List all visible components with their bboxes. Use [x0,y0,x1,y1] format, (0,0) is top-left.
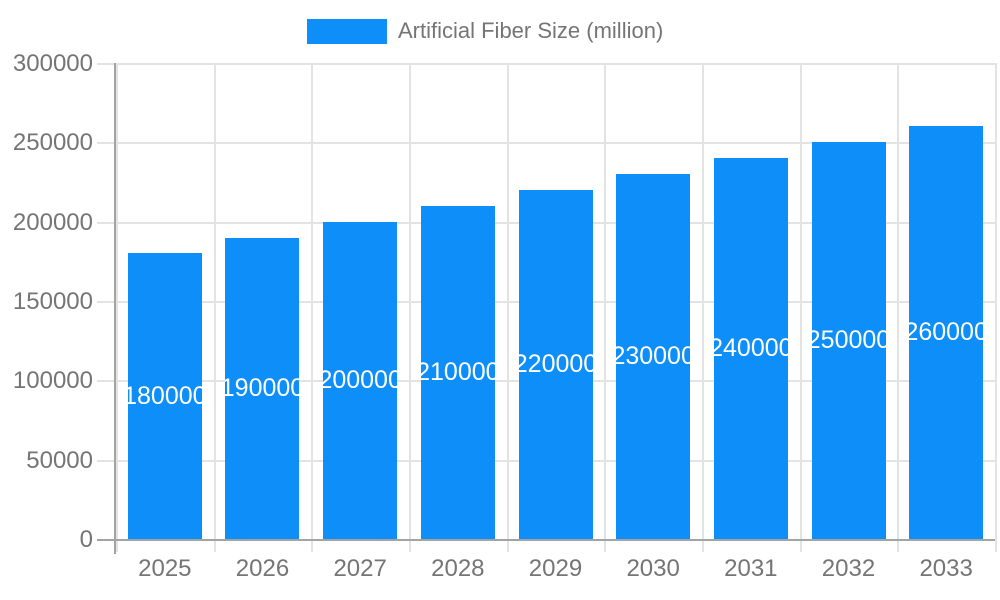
x-tick [604,539,607,552]
bar-value-label: 230000 [616,342,691,371]
v-gridline [116,63,118,539]
x-axis-label: 2027 [333,555,387,582]
v-gridline [799,63,802,539]
bar-value-label: 180000 [127,381,202,410]
legend-swatch [307,18,387,44]
bar-value-label: 200000 [323,365,398,394]
v-gridline [213,63,216,539]
v-gridline [311,63,314,539]
v-gridline [897,63,900,539]
bar-value-label: 220000 [518,349,593,378]
x-axis-label: 2030 [626,555,680,582]
x-axis-label: 2029 [528,555,583,582]
x-axis-line [97,539,995,541]
x-axis-label: 2025 [138,555,192,582]
x-axis-label: 2031 [724,555,778,582]
bar: 180000 [127,253,202,539]
v-gridline [995,63,997,539]
bar: 220000 [518,189,593,539]
y-axis-label: 300000 [12,50,93,77]
bar: 230000 [616,174,691,539]
y-tick [97,63,116,65]
y-tick [97,301,116,303]
bar: 260000 [909,126,984,539]
x-tick [213,539,216,552]
y-axis-label: 150000 [12,288,93,315]
bar: 240000 [713,158,788,539]
y-axis-label: 50000 [26,446,93,474]
y-axis-label: 250000 [12,129,93,157]
y-axis-label: 0 [79,526,93,553]
bar: 190000 [225,237,300,539]
x-axis-label: 2033 [919,555,973,582]
bar-value-label: 240000 [713,334,788,363]
bar-value-label: 190000 [225,373,300,402]
legend-label: Artificial Fiber Size (million) [398,18,664,43]
x-tick [506,539,509,552]
x-tick [897,539,900,552]
v-gridline [604,63,607,539]
x-axis-label: 2032 [821,555,876,582]
v-gridline [701,63,704,539]
bar-value-label: 210000 [420,357,495,386]
x-axis-label: 2028 [431,555,485,582]
v-gridline [408,63,411,539]
x-axis-label: 2026 [235,555,290,582]
v-gridline [506,63,509,539]
plot-area: 0 50000 100000 150000 200000 250000 300000 1800… [13,50,997,582]
y-tick [97,221,116,224]
y-tick [97,142,116,145]
bar-value-label: 250000 [811,326,886,355]
y-axis-label: 200000 [12,208,93,236]
y-tick [97,459,116,462]
x-tick [799,539,802,552]
y-tick [97,380,116,383]
x-tick [701,539,704,552]
bar-value-label: 260000 [909,318,984,347]
x-tick [995,539,997,552]
legend: Artificial Fiber Size (million) [307,18,663,44]
h-gridline [116,63,995,65]
x-tick [116,539,118,552]
bar: 250000 [811,142,886,539]
x-tick [311,539,314,552]
h-gridline [116,142,995,145]
y-axis-line [114,63,116,554]
bar: 200000 [323,221,398,539]
x-tick [408,539,411,552]
y-axis-label: 100000 [12,367,93,395]
bar: 210000 [420,205,495,539]
